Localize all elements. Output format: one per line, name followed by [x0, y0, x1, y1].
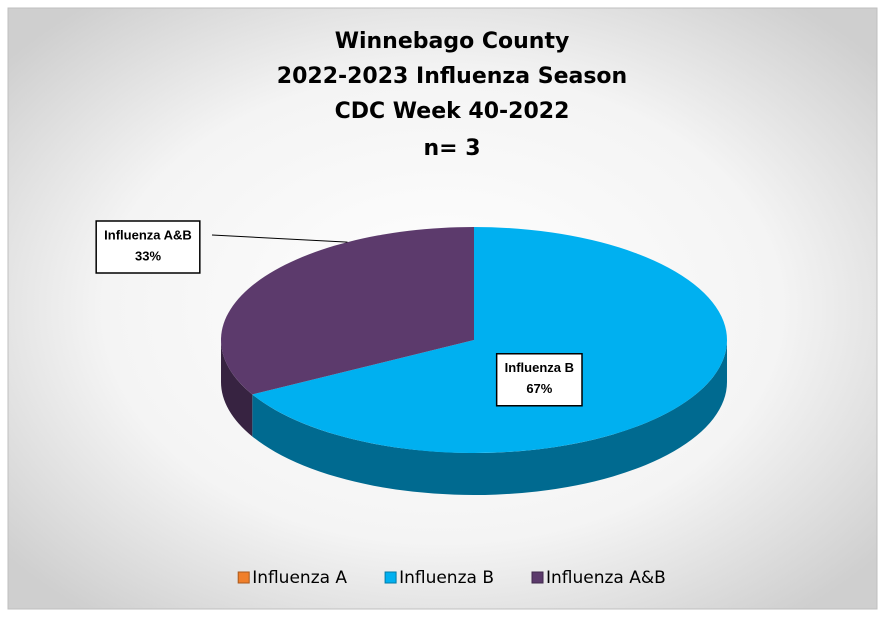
legend-swatch: [531, 571, 544, 584]
legend-label: Influenza A: [252, 568, 347, 588]
legend-swatch: [384, 571, 397, 584]
chart-title: CDC Week 40-2022: [335, 99, 570, 124]
chart-title: 2022-2023 Influenza Season: [277, 64, 627, 89]
legend-label: Influenza A&B: [546, 568, 666, 588]
label-name: Influenza A&B: [104, 227, 192, 242]
pie-slice: [221, 227, 474, 395]
pie-side: [252, 340, 727, 496]
legend-label: Influenza B: [399, 568, 494, 588]
label-name: Influenza B: [505, 360, 574, 375]
data-label: Influenza B 67%: [495, 353, 583, 407]
chart-title: Winnebago County: [335, 29, 570, 54]
legend-swatch: [237, 571, 250, 584]
label-value: 67%: [526, 381, 552, 396]
pie-slice: [252, 227, 727, 453]
data-label: Influenza A&B 33%: [95, 220, 348, 274]
label-box: [95, 220, 201, 274]
label-box: [495, 353, 583, 407]
pie-side: [221, 340, 253, 437]
chart-title: n= 3: [423, 136, 480, 161]
label-value: 33%: [135, 248, 161, 263]
leader-line: [211, 234, 348, 243]
